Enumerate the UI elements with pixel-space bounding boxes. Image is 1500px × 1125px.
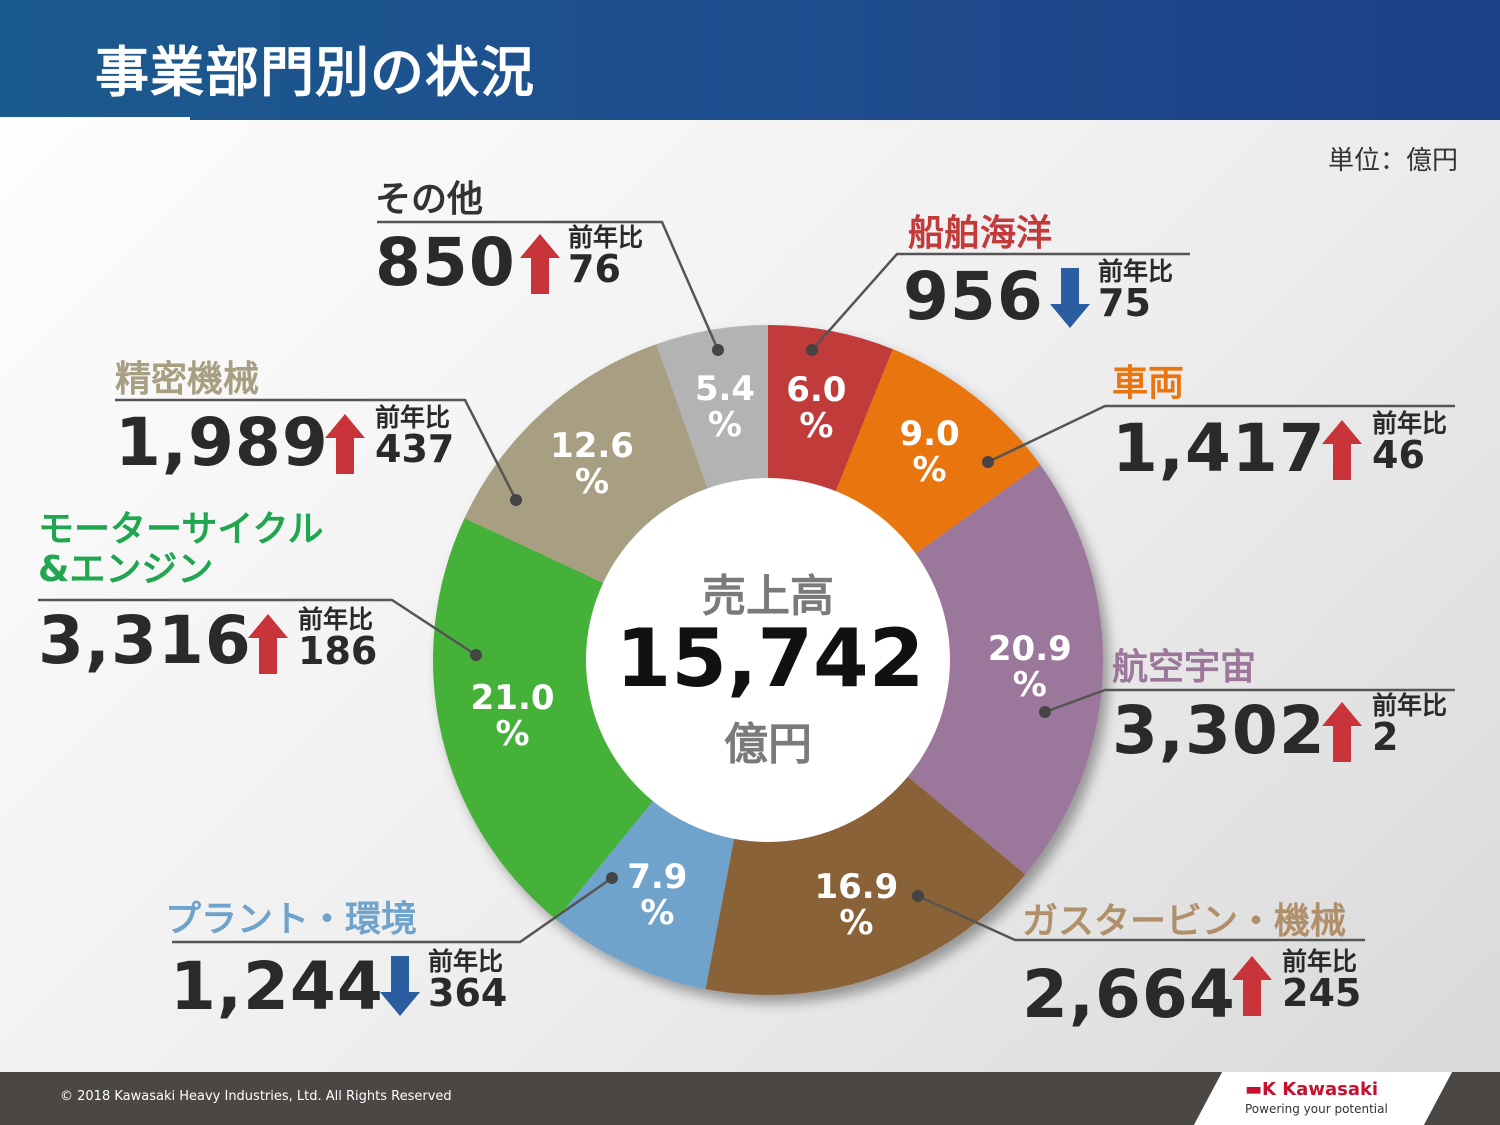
yoy-label: 前年比: [1372, 691, 1448, 720]
up-arrow-icon: [325, 414, 365, 474]
pct-label-1: 9.0%: [899, 413, 960, 490]
down-arrow-icon: [1050, 268, 1090, 328]
yoy-block-5: 前年比 186: [298, 605, 378, 673]
segment-value-6: 1,989: [115, 404, 329, 481]
leader-line-2: [1044, 688, 1455, 714]
segment-value-1: 1,417: [1112, 410, 1326, 487]
slice-6: [464, 344, 709, 584]
slice-7: [656, 325, 768, 491]
yoy-block-4: 前年比 364: [428, 947, 508, 1015]
up-arrow-icon: [1322, 702, 1362, 762]
leader-dot-2: [1039, 706, 1051, 718]
leader-dot-3: [912, 890, 924, 902]
leader-line-6: [115, 398, 518, 501]
yoy-value: 245: [1282, 971, 1362, 1015]
leader-dot-4: [606, 872, 618, 884]
down-arrow-icon: [380, 956, 420, 1016]
yoy-value: 75: [1098, 281, 1151, 325]
segment-name-1: 車両: [1112, 363, 1185, 404]
yoy-label: 前年比: [428, 947, 504, 976]
page-title: 事業部門別の状況: [95, 41, 535, 104]
pct-label-2: 20.9%: [987, 629, 1072, 706]
center-title: 売上高: [702, 571, 834, 622]
yoy-label: 前年比: [375, 403, 451, 432]
leader-line-0: [811, 252, 1190, 351]
slice-2: [906, 464, 1103, 875]
segment-name-0: 船舶海洋: [908, 213, 1053, 254]
yoy-block-1: 前年比 46: [1372, 409, 1448, 477]
leader-dot-1: [982, 456, 994, 468]
segment-name-5: モーターサイクル &エンジン: [38, 509, 324, 590]
segment-name-6: 精密機械: [115, 359, 260, 400]
pct-label-7: 5.4%: [694, 368, 756, 445]
segment-name-3: ガスタービン・機械: [1022, 901, 1347, 942]
leader-dot-5: [470, 649, 482, 661]
leader-dot-6: [510, 494, 522, 506]
segment-value-2: 3,302: [1112, 692, 1326, 769]
leader-line-4: [172, 876, 613, 944]
up-arrow-icon: [520, 234, 560, 294]
footer-bar: © 2018 Kawasaki Heavy Industries, Ltd. A…: [0, 1072, 1500, 1125]
pct-label-3: 16.9%: [814, 866, 899, 943]
slice-4: [556, 799, 735, 990]
yoy-label: 前年比: [298, 605, 374, 634]
yoy-value: 186: [298, 629, 378, 673]
yoy-label: 前年比: [1372, 409, 1448, 438]
yoy-value: 46: [1372, 433, 1425, 477]
copyright-text: © 2018 Kawasaki Heavy Industries, Ltd. A…: [60, 1089, 452, 1104]
segment-value-0: 956: [903, 258, 1044, 335]
segment-value-3: 2,664: [1022, 956, 1236, 1033]
segment-name-4: プラント・環境: [165, 899, 418, 940]
pct-label-4: 7.9%: [627, 857, 688, 934]
segment-value-7: 850: [375, 224, 516, 301]
segment-value-4: 1,244: [170, 948, 384, 1025]
yoy-block-2: 前年比 2: [1372, 691, 1448, 759]
yoy-label: 前年比: [1282, 947, 1358, 976]
yoy-label: 前年比: [1098, 257, 1174, 286]
yoy-block-3: 前年比 245: [1282, 947, 1362, 1015]
yoy-value: 2: [1372, 715, 1399, 759]
center-unit: 億円: [724, 719, 812, 770]
unit-label: 単位：億円: [1327, 146, 1458, 176]
pct-label-6: 12.6%: [550, 425, 634, 502]
segment-name-2: 航空宇宙: [1112, 647, 1257, 688]
yoy-label: 前年比: [568, 223, 644, 252]
logo-tagline: Powering your potential: [1245, 1102, 1388, 1116]
kawasaki-logo: ▬K Kawasaki: [1245, 1079, 1379, 1100]
header-bar: 事業部門別の状況: [0, 0, 1500, 120]
slice-3: [705, 775, 1026, 995]
leader-dot-7: [712, 344, 724, 356]
leader-line-7: [377, 220, 720, 351]
slice-0: [768, 325, 893, 493]
segment-value-5: 3,316: [38, 602, 252, 679]
leader-line-1: [987, 404, 1455, 464]
leader-line-3: [917, 894, 1365, 942]
yoy-block-6: 前年比 437: [375, 403, 455, 471]
yoy-value: 76: [568, 247, 621, 291]
center-value: 15,742: [615, 612, 925, 705]
up-arrow-icon: [1232, 956, 1272, 1016]
logo-wordmark: Kawasaki: [1282, 1079, 1379, 1100]
slice-5: [432, 518, 655, 920]
yoy-value: 437: [375, 427, 455, 471]
up-arrow-icon: [1322, 420, 1362, 480]
leader-dot-0: [806, 344, 818, 356]
up-arrow-icon: [248, 614, 288, 674]
pct-label-0: 6.0%: [786, 369, 847, 446]
donut-hole: [586, 478, 950, 842]
yoy-block-7: 前年比 76: [568, 223, 644, 291]
yoy-block-0: 前年比 75: [1098, 257, 1174, 325]
header-accent-line: [0, 117, 190, 121]
segment-name-7: その他: [375, 179, 484, 220]
pct-label-5: 21.0%: [470, 678, 555, 755]
yoy-value: 364: [428, 971, 508, 1015]
leader-line-5: [38, 598, 477, 657]
slice-1: [835, 349, 1040, 555]
